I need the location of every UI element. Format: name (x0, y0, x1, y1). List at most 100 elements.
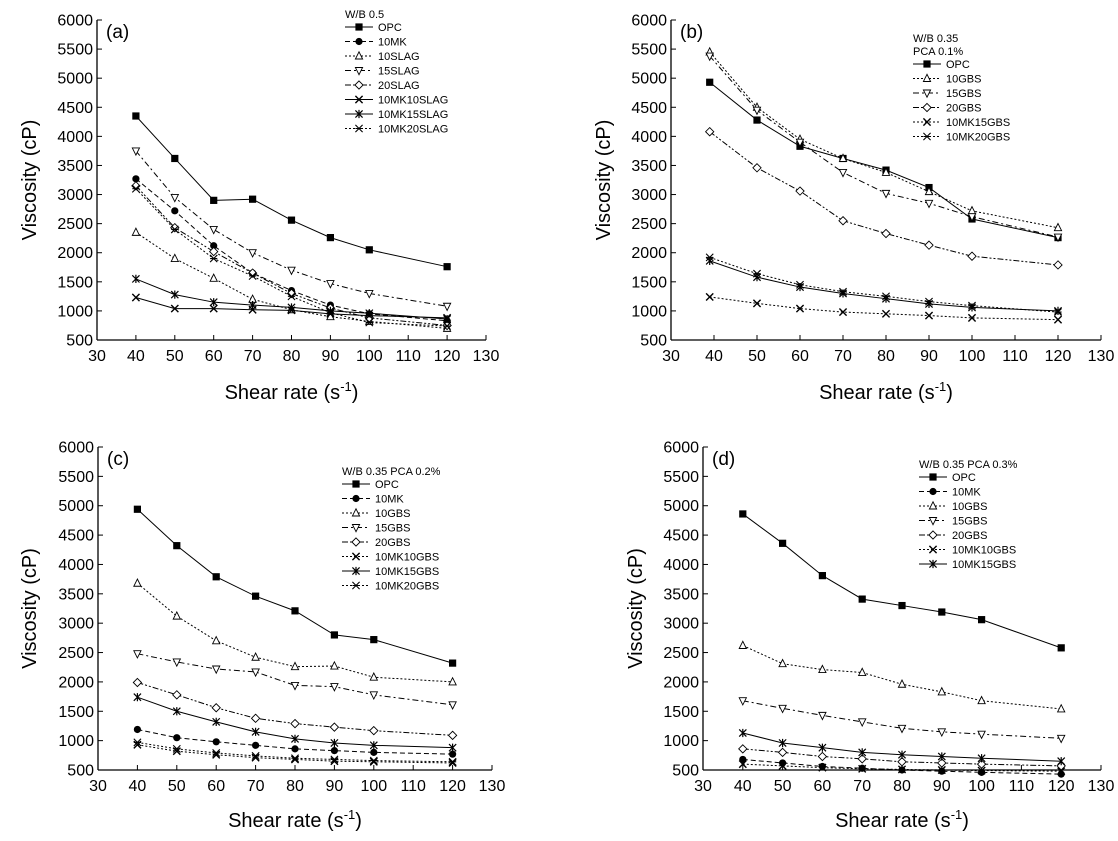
series-line (709, 51, 1059, 229)
x-tick-label: 120 (1045, 348, 1072, 365)
x-tick-label: 90 (933, 778, 951, 795)
data-point (818, 711, 827, 721)
data-point (248, 300, 257, 310)
data-point (838, 289, 848, 298)
data-point (290, 755, 300, 764)
data-point (795, 304, 805, 313)
series-10MK15SLAG (131, 274, 452, 324)
data-point (251, 727, 260, 736)
data-point (838, 215, 848, 226)
data-point (977, 695, 986, 705)
data-point (897, 750, 907, 759)
series-line (135, 185, 448, 326)
data-point (779, 539, 787, 547)
y-tick-label: 6000 (663, 440, 699, 457)
y-tick-label: 6000 (58, 440, 94, 457)
legend-marker (355, 124, 363, 133)
x-tick-label: 50 (166, 348, 184, 365)
legend: W/B 0.35 PCA 0.2%OPC10MK10GBS15GBS20GBS1… (342, 466, 441, 593)
chart-panel-d: 500 1000 1500 2000 2500 3000 3500 4000 4500 5000 5… (625, 440, 1114, 833)
data-point (967, 251, 977, 261)
data-point (778, 738, 787, 748)
y-tick-label: 1000 (663, 733, 699, 750)
y-tick-label: 500 (640, 333, 667, 350)
data-point (449, 659, 457, 667)
data-point (330, 631, 338, 639)
data-point (172, 707, 181, 716)
legend-label: OPC (952, 472, 976, 484)
legend-header: W/B 0.5 (345, 9, 384, 21)
legend-label: OPC (375, 479, 399, 491)
x-tick-label: 110 (400, 778, 426, 795)
y-tick-label: 2500 (57, 216, 93, 233)
data-point (133, 693, 142, 702)
x-tick-label: 30 (662, 348, 680, 365)
x-tick-label: 40 (705, 348, 723, 365)
data-point (924, 186, 934, 196)
legend-marker (928, 517, 938, 526)
legend-label: 10MK (375, 494, 404, 506)
legend-header: W/B 0.35 PCA 0.3% (919, 459, 1018, 471)
chart-panel-c: 500 1000 1500 2000 2500 3000 3500 4000 4500 5000 5… (19, 440, 505, 833)
data-point (778, 704, 787, 714)
y-axis-title: Viscosity (cP) (19, 548, 41, 669)
legend-label: 20GBS (946, 103, 981, 115)
data-point (210, 242, 218, 250)
data-point (290, 718, 300, 729)
data-point (857, 754, 867, 764)
x-tick-label: 50 (774, 778, 792, 795)
chart-panel-b: 500 1000 1500 2000 2500 3000 3500 4000 4500 5000 5… (593, 13, 1114, 405)
data-point (173, 542, 181, 550)
x-axis-title: Shear rate (s-1) (228, 807, 362, 832)
y-tick-label: 1000 (57, 303, 93, 320)
data-point (210, 196, 218, 204)
legend-label: 10MK20SLAG (378, 124, 448, 136)
data-point (967, 205, 977, 215)
y-tick-label: 2000 (631, 245, 667, 262)
data-point (447, 730, 458, 741)
legend-header: W/B 0.35 PCA 0.2% (342, 466, 441, 478)
x-tick-label: 80 (283, 348, 301, 365)
y-tick-label: 1500 (57, 274, 93, 291)
legend-marker (922, 89, 932, 99)
data-point (443, 322, 452, 331)
legend-label: 10GBS (946, 74, 981, 86)
data-point (171, 154, 179, 163)
series-line (709, 296, 1059, 321)
data-point (937, 765, 946, 775)
data-point (752, 163, 762, 173)
x-tick-label: 100 (968, 778, 995, 795)
series-10MK10GBS (738, 760, 1066, 776)
data-point (752, 273, 762, 282)
y-tick-label: 1500 (663, 704, 699, 721)
series-line (742, 513, 1062, 649)
x-tick-label: 70 (853, 778, 871, 795)
data-point (897, 724, 907, 734)
panel-label: (b) (680, 22, 703, 43)
data-point (818, 572, 826, 580)
legend: W/B 0.5OPC10MK10SLAG15SLAG20SLAG10MK10SL… (345, 9, 448, 136)
legend-marker (351, 524, 361, 533)
y-tick-label: 3500 (663, 586, 699, 603)
data-point (209, 254, 218, 263)
y-tick-label: 1500 (58, 704, 94, 721)
y-tick-label: 500 (66, 333, 93, 350)
legend-label: 10MK15SLAG (378, 109, 448, 121)
x-tick-label: 80 (893, 778, 911, 795)
y-tick-label: 4000 (57, 129, 93, 146)
data-point (212, 573, 220, 581)
series-line (742, 758, 1062, 775)
legend-label: 10MK (378, 37, 407, 49)
y-tick-label: 2500 (58, 645, 94, 662)
series-10MK15GBS (705, 292, 1063, 324)
legend-header: W/B 0.35 (913, 33, 958, 45)
data-point (172, 610, 182, 620)
data-point (977, 766, 986, 775)
data-point (924, 240, 934, 250)
y-tick-label: 3500 (631, 158, 667, 175)
series-line (135, 231, 448, 329)
series-10MK20SLAG (131, 184, 452, 331)
data-point (881, 189, 891, 199)
data-point (897, 679, 907, 688)
